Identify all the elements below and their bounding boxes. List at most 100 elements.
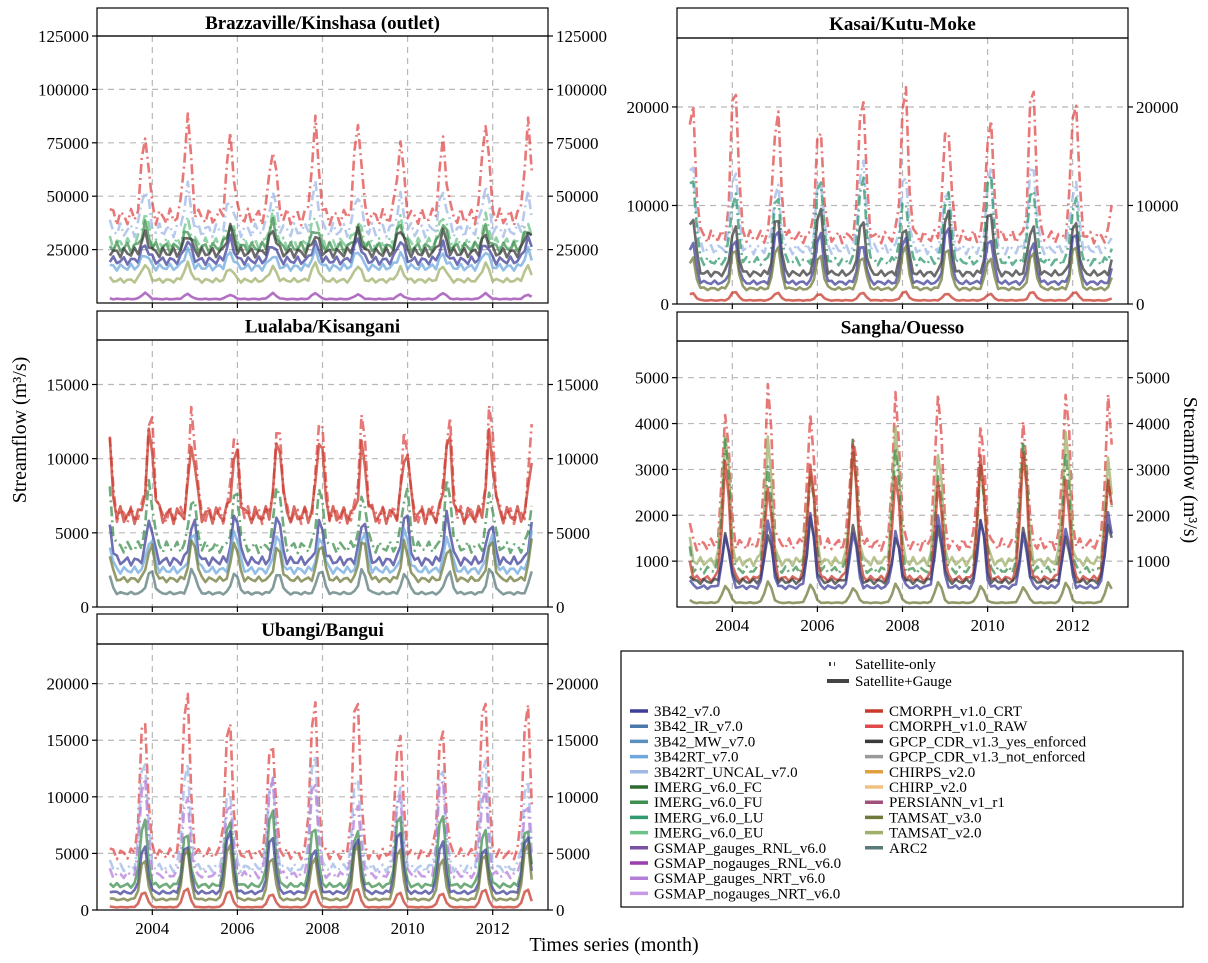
series-line-CMORPH_v1.0_RAW: [688, 85, 1113, 245]
y-tick-label-right: 3000: [1136, 460, 1170, 479]
panel-title: Kasai/Kutu-Moke: [829, 14, 976, 35]
x-tick-label: 2004: [135, 919, 170, 938]
legend-item-GSMAP_gauges_RNL_v6.0: GSMAP_gauges_RNL_v6.0: [630, 841, 826, 857]
y-tick-label-right: 20000: [556, 675, 599, 694]
series-line-CMORPH_v1.0_CRT: [108, 427, 533, 526]
y-tick-label-right: 1000: [1136, 552, 1170, 571]
panel-title-strip: [676, 311, 1129, 342]
series-line-TAMSAT_v3.0: [688, 244, 1113, 292]
series-line-3B42RT_UNCAL_v7.0: [108, 754, 533, 874]
x-tick-label: 2006: [800, 616, 834, 635]
y-tick-label-right: 15000: [556, 376, 599, 395]
y-tick-label-left: 10000: [47, 788, 90, 807]
x-tick-label: 2006: [220, 919, 254, 938]
legend-style-label: Satellite+Gauge: [855, 674, 952, 690]
series-line-CMORPH_v1.0_RAW: [109, 112, 533, 227]
y-tick-label-left: 75000: [47, 134, 90, 153]
panel-title-strip: [96, 310, 549, 341]
y-tick-label-left: 4000: [635, 415, 669, 434]
panel-title-strip: [96, 613, 549, 645]
y-tick-label-right: 2000: [1136, 506, 1170, 525]
y-tick-label-right: 0: [556, 901, 565, 920]
legend-label: CMORPH_v1.0_CRT: [889, 704, 1022, 720]
x-axis-title: Times series (month): [529, 934, 698, 956]
y-tick-label-right: 50000: [556, 187, 599, 206]
legend-label: IMERG_v6.0_FU: [654, 795, 763, 811]
legend-item-3B42RT_v7.0: 3B42RT_v7.0: [630, 750, 739, 766]
y-tick-label-right: 10000: [556, 788, 599, 807]
series-line-CMORPH_v1.0_RAW: [109, 692, 533, 861]
legend-item-TAMSAT_v3.0: TAMSAT_v3.0: [865, 810, 982, 826]
y-tick-label-right: 5000: [1136, 369, 1170, 388]
series-line-GSMAP_nogauges_RNL_v6.0: [109, 291, 533, 301]
legend-product-list: 3B42_v7.03B42_IR_v7.03B42_MW_v7.03B42RT_…: [630, 704, 1087, 902]
legend-item-ARC2: ARC2: [865, 841, 927, 857]
y-tick-label-left: 5000: [55, 524, 89, 543]
legend-style-satellite-gauge: Satellite+Gauge: [827, 674, 952, 690]
series-line-TAMSAT_v3.0: [108, 538, 533, 584]
panel-title: Ubangi/Bangui: [261, 620, 384, 641]
y-tick-label-right: 0: [556, 598, 565, 617]
y-tick-label-left: 1000: [635, 552, 669, 571]
legend: Satellite-only Satellite+Gauge 3B42_v7.0…: [620, 650, 1184, 908]
legend-label: 3B42_IR_v7.0: [654, 719, 743, 735]
y-tick-label-right: 4000: [1136, 415, 1170, 434]
y-tick-label-left: 10000: [47, 450, 90, 469]
legend-style-label: Satellite-only: [855, 657, 936, 673]
panel-title: Lualaba/Kisangani: [245, 317, 400, 338]
series-group: [688, 85, 1113, 303]
y-tick-label-right: 100000: [556, 80, 607, 99]
series-line-3B42RT_v7.0: [109, 245, 533, 273]
y-tick-label-left: 2000: [635, 506, 669, 525]
series-line-IMERG_v6.0_EU: [108, 207, 533, 251]
legend-label: TAMSAT_v2.0: [889, 826, 982, 842]
legend-label: IMERG_v6.0_LU: [654, 810, 764, 826]
legend-label: GPCP_CDR_v1.3_not_enforced: [889, 750, 1086, 766]
series-line-3B42RT_UNCAL_v7.0: [108, 179, 533, 239]
series-line-IMERG_v6.0_FU: [108, 478, 533, 555]
y-tick-label-left: 0: [661, 295, 670, 314]
y-tick-label-right: 10000: [556, 450, 599, 469]
x-tick-label: 2010: [391, 919, 425, 938]
series-line-TAMSAT_v3.0: [689, 580, 1113, 605]
legend-label: IMERG_v6.0_EU: [654, 826, 764, 842]
series-line-CMORPH_v1.0_RAW: [108, 404, 533, 526]
series-line-3B42_v7.0: [108, 509, 533, 567]
panel-4: Sangha/Ouesso 1000 1000 2000 2000 3000 3000 400…: [635, 311, 1170, 635]
legend-label: TAMSAT_v3.0: [889, 810, 982, 826]
y-axis-title-right: Streamflow (m³/s): [1179, 397, 1201, 544]
legend-item-3B42_MW_v7.0: 3B42_MW_v7.0: [630, 734, 755, 750]
series-line-GSMAP_gauges_NRT_v6.0: [108, 776, 533, 880]
series-group: [688, 382, 1113, 605]
legend-label: GSMAP_nogauges_NRT_v6.0: [654, 886, 840, 902]
legend-item-IMERG_v6.0_EU: IMERG_v6.0_EU: [630, 826, 764, 842]
legend-style-satellite-only: Satellite-only: [829, 657, 936, 673]
series-line-TAMSAT_v2.0: [688, 425, 1113, 568]
legend-item-GPCP_CDR_v1.3_not_enforced: GPCP_CDR_v1.3_not_enforced: [865, 750, 1086, 766]
legend-item-IMERG_v6.0_FC: IMERG_v6.0_FC: [630, 780, 762, 796]
series-line-CMORPH_v1.0_CRT: [109, 887, 533, 909]
legend-label: GPCP_CDR_v1.3_yes_enforced: [889, 734, 1087, 750]
series-line-TAMSAT_v2.0: [108, 260, 533, 285]
y-tick-label-right: 20000: [1136, 98, 1179, 117]
y-tick-label-left: 10000: [627, 196, 670, 215]
y-tick-label-left: 5000: [55, 844, 89, 863]
panel-5: Ubangi/Bangui 0 0 5000 5000 10000 10000 15000 15…: [47, 613, 599, 938]
legend-item-IMERG_v6.0_LU: IMERG_v6.0_LU: [630, 810, 764, 826]
legend-item-CMORPH_v1.0_CRT: CMORPH_v1.0_CRT: [865, 704, 1022, 720]
panel-title: Sangha/Ouesso: [841, 318, 965, 339]
x-tick-label: 2012: [1056, 616, 1090, 635]
series-line-IMERG_v6.0_LU: [689, 174, 1113, 267]
y-tick-label-left: 20000: [627, 98, 670, 117]
legend-item-3B42RT_UNCAL_v7.0: 3B42RT_UNCAL_v7.0: [630, 765, 798, 781]
legend-label: 3B42RT_v7.0: [654, 750, 739, 766]
legend-item-CHIRPS_v2.0: CHIRPS_v2.0: [865, 765, 975, 781]
legend-label: CHIRP_v2.0: [889, 780, 967, 796]
panel-2: Kasai/Kutu-Moke 0 0 10000 10000 20000 20000: [627, 7, 1179, 314]
y-tick-label-right: 5000: [556, 844, 590, 863]
legend-label: GSMAP_nogauges_RNL_v6.0: [654, 856, 841, 872]
y-tick-label-right: 5000: [556, 524, 590, 543]
y-tick-label-left: 50000: [47, 187, 90, 206]
legend-label: GSMAP_gauges_NRT_v6.0: [654, 871, 825, 887]
y-tick-label-right: 125000: [556, 27, 607, 46]
